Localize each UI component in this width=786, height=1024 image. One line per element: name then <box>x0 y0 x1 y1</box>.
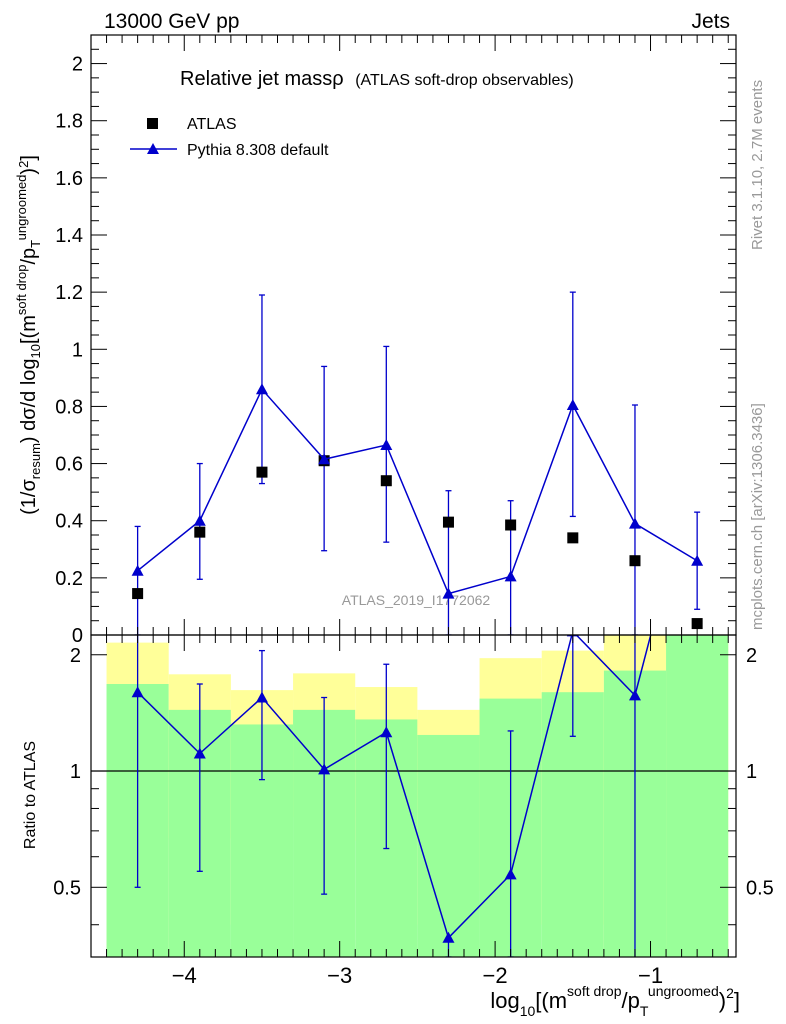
main-y-tick-label: 0.4 <box>55 511 83 533</box>
ratio-y-tick-label-left: 1 <box>70 761 81 783</box>
legend-atlas-label: ATLAS <box>187 116 237 133</box>
side-label-mcplots: mcplots.cern.ch [arXiv:1306.3436] <box>749 403 766 630</box>
pythia-line <box>137 387 698 595</box>
legend-pythia-marker <box>147 143 159 154</box>
legend-atlas-marker <box>147 118 158 129</box>
main-y-tick-label: 0.6 <box>55 454 83 476</box>
atlas-point <box>132 588 144 600</box>
main-y-tick-label: 2 <box>72 54 83 76</box>
main-plot-data <box>131 291 704 635</box>
ratio-plot-frame <box>90 634 737 958</box>
main-y-tick-label: 0.2 <box>55 568 83 590</box>
ratio-y-tick-label-left: 0.5 <box>53 877 81 899</box>
green-band-bin <box>417 734 480 957</box>
x-tick-label: −1 <box>638 963 663 988</box>
atlas-point <box>380 475 392 487</box>
x-tick-label: −4 <box>172 963 197 988</box>
ratio-point <box>318 763 331 775</box>
ratio-point <box>628 689 641 701</box>
legend-pythia-label: Pythia 8.308 default <box>187 142 329 159</box>
chart-subtitle: (ATLAS soft-drop observables) <box>355 72 573 89</box>
pythia-point <box>193 514 206 526</box>
legend: ATLAS Pythia 8.308 default <box>130 116 329 159</box>
main-y-tick-label: 0.8 <box>55 396 83 418</box>
header-right: Jets <box>691 10 730 33</box>
x-axis-label: log10[(msoft drop/pTungroomed)2] <box>490 983 740 1019</box>
atlas-point <box>505 519 517 531</box>
ratio-line <box>137 635 652 940</box>
atlas-point <box>194 526 206 538</box>
x-tick-label: −3 <box>327 963 352 988</box>
main-y-tick-label: 1.6 <box>55 168 83 190</box>
ratio-y-tick-label-right: 1 <box>746 761 757 783</box>
atlas-point <box>691 618 703 630</box>
ratio-y-tick-label-right: 0.5 <box>746 877 774 899</box>
pythia-point <box>380 439 393 450</box>
main-y-tick-label: 1.4 <box>55 225 83 247</box>
axes: 0 0.2 0.4 0.6 0.8 1 1.2 1.4 1.6 1.8 2 −4 −3 −2 −1 0.5 0.… <box>53 34 774 988</box>
pythia-point <box>131 564 144 576</box>
ratio-point <box>131 686 144 698</box>
pythia-point <box>628 517 641 529</box>
chart-title: Relative jet massρ (ATLAS soft-drop obse… <box>180 68 574 90</box>
atlas-point <box>442 516 454 528</box>
ratio-point <box>504 868 517 880</box>
x-tick-label: −2 <box>483 963 508 988</box>
pythia-point <box>442 587 455 599</box>
header-left: 13000 GeV pp <box>104 10 239 33</box>
main-y-axis-label: (1/σresum) dσ/d log10[(msoft drop/pTungr… <box>14 155 43 515</box>
main-y-tick-label: 1.8 <box>55 111 83 133</box>
ratio-point <box>380 726 393 738</box>
side-label-rivet: Rivet 3.1.10, 2.7M events <box>749 80 766 250</box>
ratio-y-tick-label-left: 2 <box>70 645 81 667</box>
main-y-tick-label: 0 <box>72 625 83 647</box>
pythia-point <box>255 383 268 395</box>
ratio-point <box>255 691 268 703</box>
main-y-tick-label: 1.2 <box>55 282 83 304</box>
ratio-y-tick-label-right: 2 <box>746 645 757 667</box>
analysis-watermark: ATLAS_2019_I1772062 <box>342 592 491 608</box>
ratio-point <box>193 747 206 759</box>
pythia-point <box>691 554 704 566</box>
atlas-point <box>567 532 579 544</box>
atlas-point <box>629 555 641 567</box>
pythia-point <box>504 570 517 582</box>
ratio-y-axis-label: Ratio to ATLAS <box>22 741 39 849</box>
atlas-point <box>256 466 268 478</box>
ratio-point <box>442 931 455 943</box>
ratio-point <box>691 451 703 462</box>
main-y-tick-label: 1 <box>72 339 83 361</box>
green-band-bin <box>666 635 729 957</box>
pythia-point <box>318 453 331 465</box>
chart-title-main: Relative jet massρ <box>180 68 344 90</box>
pythia-point <box>566 399 579 410</box>
